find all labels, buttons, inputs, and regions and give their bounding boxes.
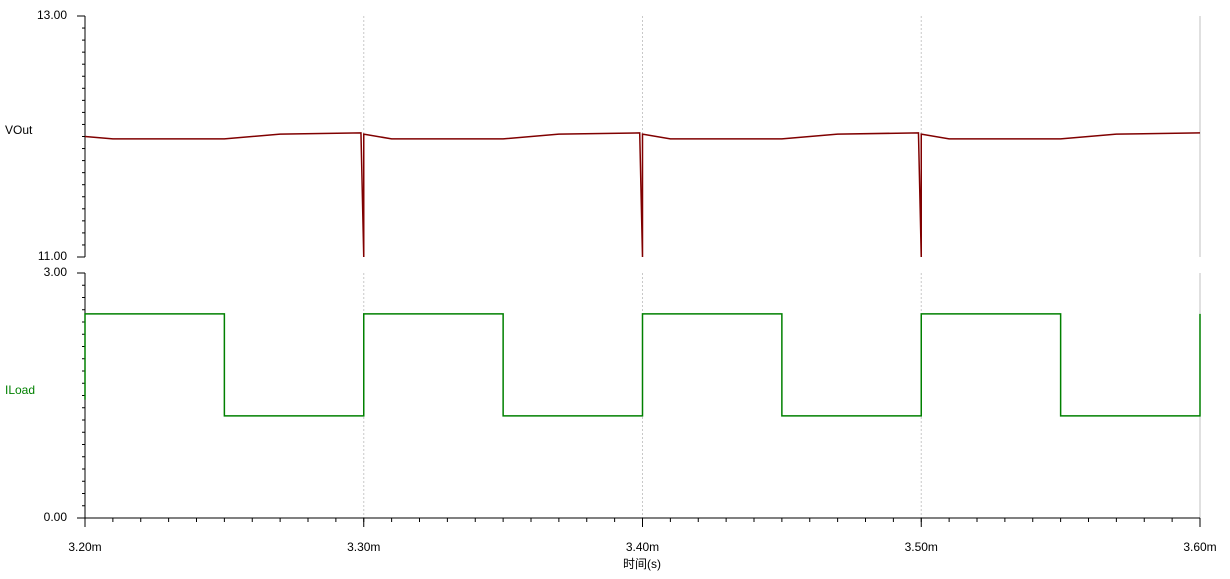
y-tick-label: 11.00: [38, 249, 67, 263]
series-line: [84, 313, 1201, 417]
x-axis-title: 时间(s): [623, 557, 661, 571]
x-tick-label: 3.30m: [347, 540, 380, 554]
y-tick-label: 13.00: [37, 8, 67, 22]
y-tick-label: 3.00: [44, 265, 68, 279]
x-tick-label: 3.40m: [626, 540, 659, 554]
series-label: VOut: [5, 123, 33, 137]
x-tick-label: 3.50m: [905, 540, 938, 554]
series-label: ILoad: [5, 383, 35, 397]
y-tick-label: 0.00: [44, 510, 68, 524]
x-tick-label: 3.60m: [1183, 540, 1216, 554]
x-tick-label: 3.20m: [68, 540, 101, 554]
series-line: [84, 132, 1201, 258]
